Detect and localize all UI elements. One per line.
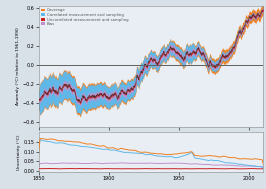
Y-axis label: Anomaly (°C) relative to 1961-1990: Anomaly (°C) relative to 1961-1990 xyxy=(16,27,20,105)
Legend: Coverage, Correlated measurement and sampling, Uncorrelated measurement and samp: Coverage, Correlated measurement and sam… xyxy=(40,8,129,27)
Y-axis label: Uncertainty (°C): Uncertainty (°C) xyxy=(18,134,22,170)
